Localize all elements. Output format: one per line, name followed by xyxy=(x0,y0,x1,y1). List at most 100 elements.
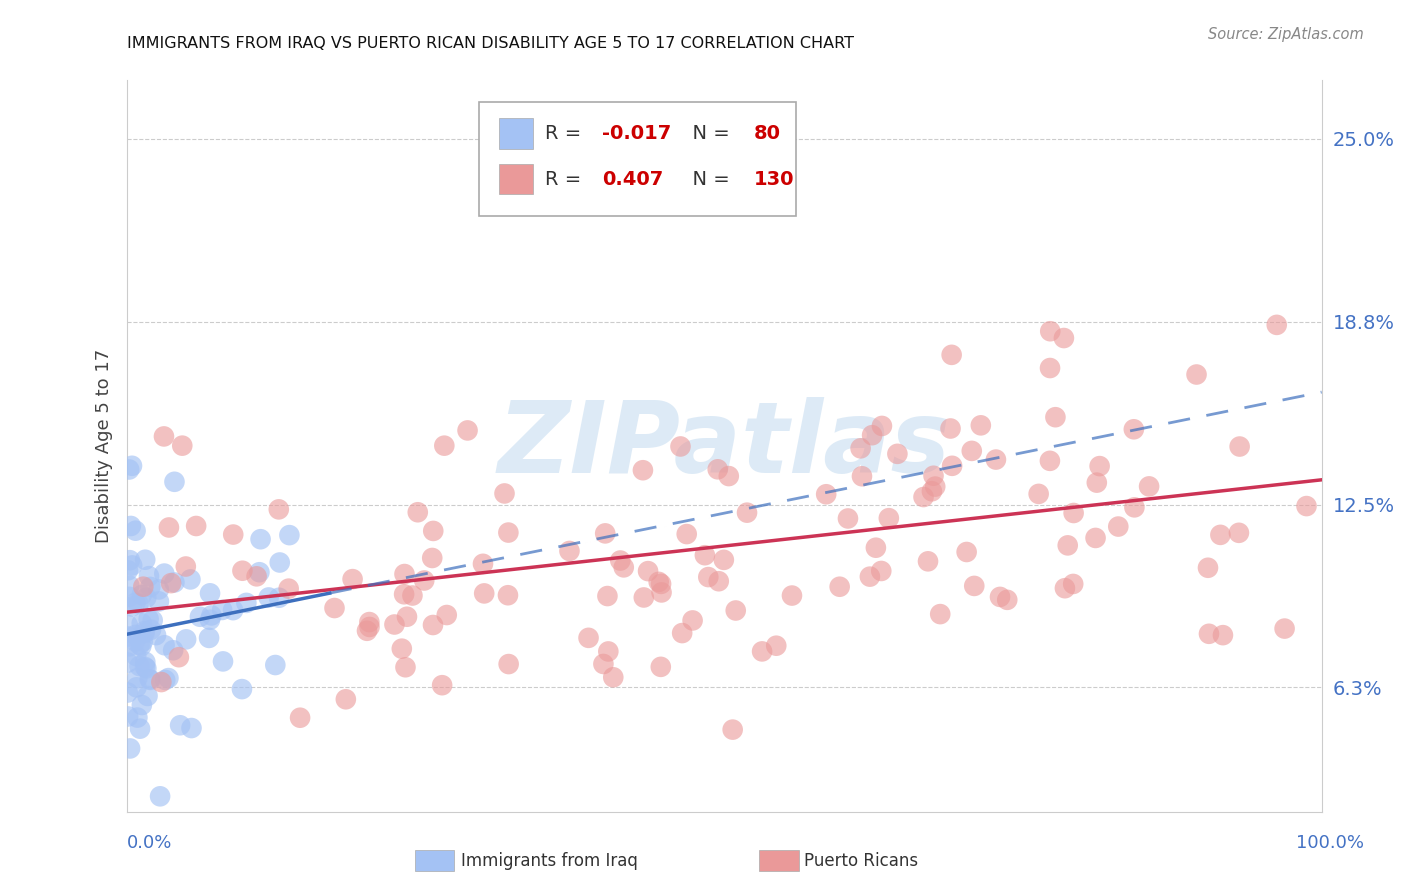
Point xyxy=(697,570,720,584)
Point xyxy=(1063,506,1085,520)
Point xyxy=(139,580,162,594)
Point xyxy=(1137,479,1160,493)
Point xyxy=(815,487,838,501)
Point xyxy=(713,553,735,567)
Point xyxy=(472,557,495,571)
Point xyxy=(150,675,173,690)
Point xyxy=(129,722,152,736)
Point xyxy=(231,564,253,578)
Point xyxy=(180,721,202,735)
Point xyxy=(246,569,269,583)
Point xyxy=(1123,500,1146,515)
Point xyxy=(198,631,221,645)
Text: 130: 130 xyxy=(754,169,794,188)
Text: N =: N = xyxy=(681,169,735,188)
Text: N =: N = xyxy=(681,124,735,144)
Point xyxy=(131,616,153,631)
Point xyxy=(912,490,935,504)
Point xyxy=(870,419,893,434)
Text: -0.017: -0.017 xyxy=(602,124,672,144)
Point xyxy=(420,551,443,566)
Point xyxy=(257,591,280,605)
Point xyxy=(1056,538,1078,552)
Point xyxy=(1209,528,1232,542)
Point xyxy=(118,553,141,567)
Point xyxy=(127,671,149,685)
Point xyxy=(859,569,882,583)
Point xyxy=(1122,422,1144,436)
Point xyxy=(384,617,406,632)
Point xyxy=(359,615,381,629)
Point xyxy=(124,628,146,642)
Point xyxy=(118,462,141,476)
Point xyxy=(157,671,180,685)
Text: 0.407: 0.407 xyxy=(602,169,664,188)
Point xyxy=(939,421,962,435)
Point xyxy=(342,572,364,586)
Point xyxy=(494,486,516,500)
Point xyxy=(222,527,245,541)
Point xyxy=(323,601,346,615)
Point xyxy=(682,614,704,628)
Point xyxy=(598,644,620,658)
Point xyxy=(135,591,157,605)
Point xyxy=(167,650,190,665)
Point xyxy=(1229,440,1251,454)
Point xyxy=(988,590,1011,604)
Point xyxy=(153,638,176,652)
Point xyxy=(117,685,139,699)
Point xyxy=(212,654,235,668)
Point xyxy=(125,648,148,663)
Point xyxy=(264,658,287,673)
Point xyxy=(391,641,413,656)
Point xyxy=(963,579,986,593)
Point xyxy=(921,484,943,499)
Point xyxy=(436,607,458,622)
Point xyxy=(169,718,191,732)
Point xyxy=(751,644,773,658)
Point xyxy=(174,559,197,574)
FancyBboxPatch shape xyxy=(499,119,533,149)
Point xyxy=(153,429,176,443)
Point xyxy=(124,524,146,538)
Point xyxy=(650,577,672,591)
Text: R =: R = xyxy=(544,124,588,144)
Point xyxy=(886,447,908,461)
Point xyxy=(995,592,1018,607)
Point xyxy=(269,556,291,570)
Point xyxy=(675,527,697,541)
Point xyxy=(131,588,153,602)
Point xyxy=(970,418,993,433)
Point xyxy=(359,620,381,634)
Point xyxy=(134,660,156,674)
Point xyxy=(288,711,311,725)
Point xyxy=(128,638,150,652)
Point xyxy=(121,558,143,573)
Point xyxy=(780,589,803,603)
Point xyxy=(637,564,659,578)
Point xyxy=(198,613,221,627)
Text: IMMIGRANTS FROM IRAQ VS PUERTO RICAN DISABILITY AGE 5 TO 17 CORRELATION CHART: IMMIGRANTS FROM IRAQ VS PUERTO RICAN DIS… xyxy=(127,36,853,51)
Point xyxy=(558,544,581,558)
Point xyxy=(877,511,900,525)
Point xyxy=(860,428,883,442)
Point xyxy=(406,505,429,519)
Point xyxy=(401,589,423,603)
Point xyxy=(157,520,180,534)
Point xyxy=(129,639,152,653)
Point xyxy=(134,624,156,639)
Point xyxy=(922,468,945,483)
Point xyxy=(127,710,149,724)
Point xyxy=(118,578,141,592)
Point xyxy=(1085,475,1108,490)
Point xyxy=(121,599,143,614)
Point xyxy=(120,519,142,533)
Point xyxy=(186,519,208,533)
Text: Puerto Ricans: Puerto Ricans xyxy=(804,852,918,870)
Point xyxy=(179,573,201,587)
Point xyxy=(139,623,162,637)
Point xyxy=(117,656,139,670)
Point xyxy=(148,582,170,597)
Point xyxy=(1107,519,1129,533)
Point xyxy=(235,596,257,610)
